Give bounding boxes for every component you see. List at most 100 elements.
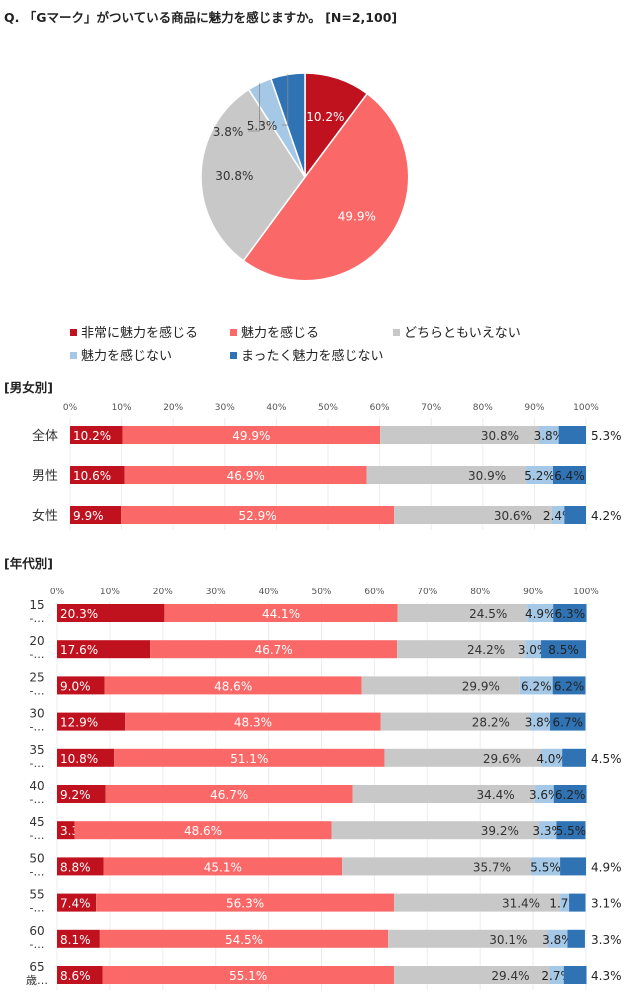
legend-label: どちらともいえない [404, 326, 521, 341]
bar-segment [70, 426, 123, 444]
bar-segment [125, 712, 381, 731]
category-label: -… [30, 648, 45, 661]
x-tick-label: 30% [206, 588, 226, 597]
data-label: 29.9% [462, 679, 500, 693]
bar-segment [384, 748, 542, 767]
legend-label: 魅力を感じない [81, 349, 173, 364]
data-label: 5.2% [524, 469, 555, 483]
data-label: 48.3% [234, 716, 272, 730]
data-label: 4.9% [525, 607, 556, 621]
bar-segment [57, 929, 100, 948]
bar-segment [164, 604, 398, 622]
data-label: 8.6% [60, 969, 91, 983]
bar-segment [352, 785, 535, 803]
bar-segment [70, 466, 125, 484]
x-tick-label: 90% [524, 403, 544, 413]
data-label: 24.2% [467, 643, 505, 657]
data-label: 4.5% [591, 752, 622, 766]
x-tick-label: 10% [100, 588, 120, 597]
x-tick-label: 0% [50, 588, 65, 597]
bar-segment [388, 929, 548, 948]
category-label: 60 [29, 924, 44, 938]
data-label: 12.9% [60, 716, 98, 730]
category-label: 40 [29, 779, 44, 793]
category-label: 20 [29, 634, 44, 648]
data-label: 9.2% [60, 788, 91, 802]
data-label: 49.9% [232, 429, 270, 443]
category-label: -… [30, 865, 45, 878]
data-label: 3.0% [518, 643, 549, 657]
pie-data-label: 10.2% [306, 110, 344, 124]
legend-swatch [70, 352, 77, 359]
data-label: 5.5% [530, 860, 561, 874]
bar-segment [541, 640, 587, 659]
data-label: 3.8% [525, 716, 556, 730]
data-label: 3.8% [534, 429, 565, 443]
bar-segment [124, 466, 367, 484]
bar-segment [96, 893, 394, 912]
data-label: 6.2% [555, 788, 586, 802]
data-label: 6.2% [554, 679, 585, 693]
category-label: -… [30, 793, 45, 806]
category-label: -… [30, 612, 45, 625]
bar-segment [530, 857, 561, 876]
bar-segment [74, 821, 332, 840]
data-label: 29.4% [491, 969, 529, 983]
data-label: 5.5% [556, 824, 587, 838]
bar-segment [150, 640, 398, 659]
data-label: 46.7% [255, 643, 293, 657]
category-label: 45 [29, 815, 44, 829]
data-label: 46.9% [227, 469, 265, 483]
data-label: 30.8% [481, 429, 519, 443]
bar-segment [57, 966, 103, 984]
legend-item: どちらともいえない [393, 322, 521, 341]
pie-leader-line [282, 74, 289, 126]
x-tick-label: 0% [63, 403, 78, 413]
bar-segment [99, 929, 389, 948]
bar-segment [526, 466, 553, 484]
data-label: 4.2% [591, 509, 622, 523]
data-label: 3.3% [591, 933, 622, 947]
category-label: -… [30, 721, 45, 734]
section-label-gender: [男女別] [4, 380, 53, 395]
x-tick-label: 60% [364, 588, 384, 597]
bar-segment [525, 640, 542, 659]
category-label: -… [30, 902, 45, 915]
data-label: 3.3% [532, 824, 563, 838]
bar-segment [361, 676, 520, 695]
x-tick-label: 40% [259, 588, 279, 597]
bar-segment [393, 893, 561, 912]
bar-segment [57, 676, 105, 695]
bar-segment [556, 821, 586, 840]
gender-bar-chart: 0% 10% 20% 30% 40% 50% 60% 70% 80% 90% 100% 全体 10.2%… [32, 403, 622, 530]
bar-segment [103, 857, 343, 876]
data-label: 6.3% [555, 607, 586, 621]
bar-segment [569, 893, 586, 912]
bar-segment [560, 857, 586, 876]
data-label: 35.7% [473, 860, 511, 874]
category-label: 30 [29, 707, 44, 721]
data-label: 30.9% [468, 469, 506, 483]
data-label: 48.6% [184, 824, 222, 838]
pie-slice [242, 92, 410, 282]
bar-segment [562, 748, 586, 767]
data-label: 4.9% [591, 860, 622, 874]
data-label: 8.1% [60, 933, 91, 947]
pie-chart: 10.2% 49.9% 30.8% 3.8% 5.3% [200, 72, 410, 282]
x-tick-label: 20% [153, 588, 173, 597]
data-label: 8.8% [60, 860, 91, 874]
data-label: 30.6% [494, 509, 532, 523]
data-label: 10.6% [73, 469, 111, 483]
data-label: 52.9% [239, 509, 277, 523]
bar-segment [567, 929, 585, 948]
bar-segment [57, 604, 165, 622]
bar-segment [393, 966, 550, 984]
category-label: -… [30, 684, 45, 697]
bar-segment [560, 893, 570, 912]
legend-label: まったく魅力を感じない [241, 349, 384, 364]
bar-segment [366, 466, 527, 484]
data-label: 31.4% [502, 897, 540, 911]
data-label: 55.1% [229, 969, 267, 983]
x-tick-label: 90% [523, 588, 543, 597]
x-tick-label: 60% [370, 403, 390, 413]
